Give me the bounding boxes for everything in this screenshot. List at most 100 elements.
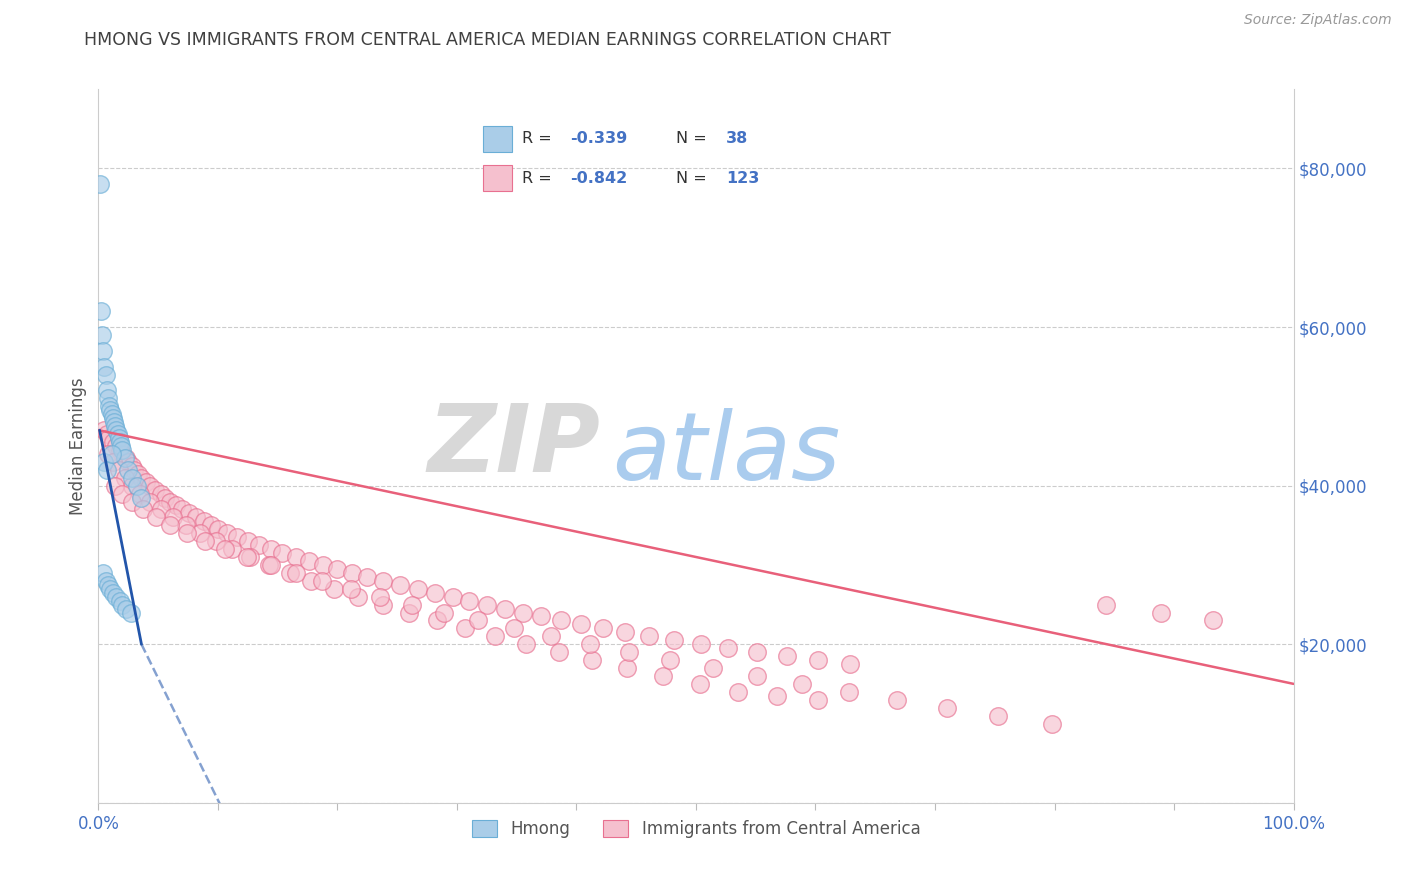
Point: [98, 403, 122, 417]
Point: [111, 447, 134, 461]
Point: [96, 463, 118, 477]
Point: [388, 578, 411, 592]
Point: [174, 518, 197, 533]
Point: [936, 700, 959, 714]
Point: [107, 463, 129, 477]
Point: [745, 669, 768, 683]
Point: [284, 566, 307, 580]
Point: [186, 510, 208, 524]
Point: [115, 601, 138, 615]
Point: [131, 491, 153, 505]
Point: [658, 653, 681, 667]
Point: [339, 582, 361, 596]
Point: [638, 629, 661, 643]
Point: [94, 368, 117, 382]
Point: [101, 455, 124, 469]
Point: [115, 450, 138, 465]
Point: [98, 431, 121, 445]
Point: [425, 585, 447, 599]
Point: [108, 435, 131, 450]
Point: [494, 601, 516, 615]
Point: [1095, 598, 1118, 612]
Point: [125, 478, 148, 492]
Point: [299, 574, 322, 588]
Point: [515, 637, 537, 651]
Point: [987, 708, 1010, 723]
Point: [322, 582, 344, 596]
Point: [97, 578, 120, 592]
Point: [89, 178, 111, 192]
Point: [326, 562, 349, 576]
Point: [96, 384, 118, 398]
Point: [97, 447, 120, 461]
Point: [98, 400, 121, 414]
Point: [200, 518, 222, 533]
Point: [120, 606, 142, 620]
Point: [236, 534, 259, 549]
Point: [458, 593, 481, 607]
Legend: Hmong, Immigrants from Central America: Hmong, Immigrants from Central America: [465, 813, 927, 845]
Point: [259, 558, 281, 572]
Point: [247, 538, 270, 552]
Point: [149, 486, 172, 500]
Point: [370, 590, 392, 604]
Point: [96, 427, 118, 442]
Point: [398, 606, 420, 620]
Point: [149, 502, 172, 516]
Point: [162, 510, 184, 524]
Point: [105, 439, 128, 453]
Point: [100, 447, 122, 461]
Point: [776, 649, 799, 664]
Point: [145, 510, 167, 524]
Point: [592, 621, 614, 635]
Point: [107, 427, 129, 442]
Point: [433, 606, 456, 620]
Point: [114, 471, 136, 485]
Point: [807, 653, 830, 667]
Point: [121, 478, 143, 492]
Point: [131, 471, 153, 485]
Point: [124, 463, 146, 477]
Point: [117, 455, 139, 469]
Point: [91, 566, 114, 580]
Point: [614, 625, 637, 640]
Point: [207, 522, 229, 536]
Point: [578, 637, 600, 651]
Point: [94, 574, 117, 588]
Point: [441, 590, 464, 604]
Point: [217, 526, 239, 541]
Point: [121, 471, 143, 485]
Point: [581, 653, 603, 667]
Point: [155, 491, 177, 505]
Point: [91, 328, 114, 343]
Text: HMONG VS IMMIGRANTS FROM CENTRAL AMERICA MEDIAN EARNINGS CORRELATION CHART: HMONG VS IMMIGRANTS FROM CENTRAL AMERICA…: [84, 31, 891, 49]
Point: [226, 530, 249, 544]
Point: [312, 558, 335, 572]
Point: [239, 549, 262, 564]
Point: [93, 455, 115, 469]
Point: [271, 546, 294, 560]
Point: [727, 685, 749, 699]
Point: [214, 542, 236, 557]
Point: [311, 574, 333, 588]
Point: [110, 439, 132, 453]
Point: [503, 621, 526, 635]
Point: [176, 526, 198, 541]
Point: [105, 590, 128, 604]
Point: [103, 415, 125, 429]
Point: [617, 645, 640, 659]
Point: [179, 507, 201, 521]
Point: [91, 343, 114, 358]
Point: [689, 637, 711, 651]
Text: Source: ZipAtlas.com: Source: ZipAtlas.com: [1244, 13, 1392, 28]
Point: [111, 442, 134, 457]
Point: [135, 475, 157, 489]
Point: [129, 486, 152, 500]
Point: [97, 392, 120, 406]
Point: [204, 534, 226, 549]
Point: [298, 554, 321, 568]
Point: [194, 534, 217, 549]
Point: [467, 614, 489, 628]
Point: [93, 423, 115, 437]
Point: [259, 558, 281, 572]
